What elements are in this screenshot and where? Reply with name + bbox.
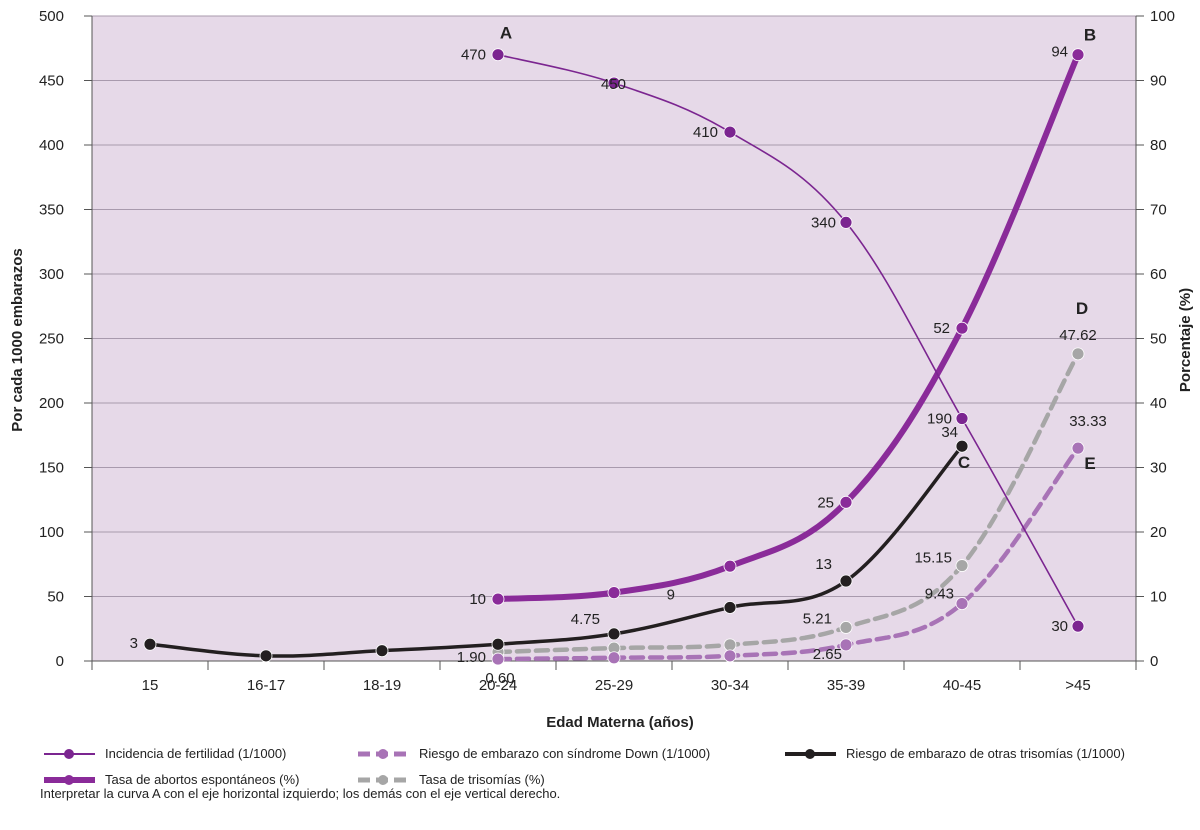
left-y-tick-label: 400	[39, 137, 64, 154]
data-label: 0.60	[485, 670, 514, 687]
footnote: Interpretar la curva A con el eje horizo…	[40, 786, 561, 801]
data-point-riesgo-de-embarazo-con-sindrome-down-1-1000	[607, 651, 621, 665]
data-point-tasa-de-trisomias	[1071, 347, 1085, 361]
data-label: 34	[941, 424, 958, 441]
data-point-incidencia-de-fertilidad-1-1000	[491, 48, 505, 62]
right-y-tick-label: 20	[1150, 524, 1167, 541]
data-point-incidencia-de-fertilidad-1-1000	[1071, 619, 1085, 633]
data-label: 5.21	[803, 610, 832, 627]
left-y-tick-label: 50	[47, 589, 64, 606]
right-y-tick-label: 30	[1150, 460, 1167, 477]
data-label: 9	[667, 586, 675, 603]
data-label: 15.15	[914, 550, 952, 567]
right-y-tick-label: 100	[1150, 8, 1175, 25]
data-label: 47.62	[1059, 327, 1097, 344]
data-point-tasa-de-abortos-espontaneos	[839, 495, 853, 509]
data-label: 1.90	[457, 649, 486, 666]
data-label: 94	[1051, 44, 1068, 61]
data-label: 410	[693, 124, 718, 141]
data-label: 190	[927, 410, 952, 427]
left-y-tick-label: 350	[39, 202, 64, 219]
data-label: 13	[815, 556, 832, 573]
right-y-tick-label: 50	[1150, 331, 1167, 348]
left-y-tick-label: 250	[39, 331, 64, 348]
right-y-tick-label: 10	[1150, 589, 1167, 606]
data-point-tasa-de-abortos-espontaneos	[1071, 48, 1085, 62]
data-point-riesgo-de-embarazo-de-otras-trisomias-1-1000	[375, 644, 389, 658]
left-y-axis-title: Por cada 1000 embarazos	[9, 248, 26, 431]
data-point-incidencia-de-fertilidad-1-1000	[839, 215, 853, 229]
data-point-riesgo-de-embarazo-de-otras-trisomias-1-1000	[259, 649, 273, 663]
right-y-tick-label: 40	[1150, 395, 1167, 412]
x-tick-label: 25-29	[595, 677, 633, 694]
right-y-axis-title: Porcentaje (%)	[1177, 288, 1194, 392]
curve-letter-e: E	[1084, 454, 1095, 473]
x-tick-label: >45	[1065, 677, 1090, 694]
data-label: 450	[601, 76, 626, 93]
left-y-tick-label: 0	[56, 653, 64, 670]
right-y-tick-label: 60	[1150, 266, 1167, 283]
data-label: 25	[817, 494, 834, 511]
data-point-riesgo-de-embarazo-de-otras-trisomias-1-1000	[491, 637, 505, 651]
x-axis-title: Edad Materna (años)	[546, 714, 694, 731]
left-y-tick-label: 150	[39, 460, 64, 477]
x-tick-label: 16-17	[247, 677, 285, 694]
right-y-tick-label: 80	[1150, 137, 1167, 154]
data-point-tasa-de-abortos-espontaneos	[607, 586, 621, 600]
left-y-tick-label: 300	[39, 266, 64, 283]
data-label: 10	[469, 591, 486, 608]
right-y-tick-label: 90	[1150, 73, 1167, 90]
data-point-riesgo-de-embarazo-de-otras-trisomias-1-1000	[955, 439, 969, 453]
data-point-riesgo-de-embarazo-con-sindrome-down-1-1000	[723, 649, 737, 663]
data-point-tasa-de-abortos-espontaneos	[491, 592, 505, 606]
data-point-riesgo-de-embarazo-de-otras-trisomias-1-1000	[143, 637, 157, 651]
data-label: 340	[811, 214, 836, 231]
data-point-incidencia-de-fertilidad-1-1000	[955, 412, 969, 425]
data-label: 52	[933, 320, 950, 337]
data-point-riesgo-de-embarazo-de-otras-trisomias-1-1000	[607, 627, 621, 641]
x-tick-label: 35-39	[827, 677, 865, 694]
data-point-tasa-de-trisomias	[839, 621, 853, 634]
data-point-incidencia-de-fertilidad-1-1000	[723, 125, 737, 139]
data-point-riesgo-de-embarazo-con-sindrome-down-1-1000	[839, 638, 853, 652]
left-y-tick-label: 200	[39, 395, 64, 412]
curve-letter-d: D	[1076, 299, 1088, 318]
curve-letter-a: A	[500, 24, 512, 43]
x-tick-label: 20-24	[479, 677, 517, 694]
data-point-tasa-de-abortos-espontaneos	[723, 559, 737, 573]
right-y-tick-label: 0	[1150, 653, 1158, 670]
data-label: 470	[461, 47, 486, 64]
data-label: 9.43	[925, 586, 954, 603]
data-label: 33.33	[1069, 413, 1107, 430]
left-y-tick-label: 500	[39, 8, 64, 25]
right-y-tick-label: 70	[1150, 202, 1167, 219]
data-label: 30	[1051, 618, 1068, 635]
left-y-tick-label: 100	[39, 524, 64, 541]
x-tick-label: 15	[142, 677, 159, 694]
data-point-riesgo-de-embarazo-de-otras-trisomias-1-1000	[839, 574, 853, 588]
curve-letter-c: C	[958, 453, 970, 472]
data-label: 2.65	[813, 646, 842, 663]
data-point-riesgo-de-embarazo-con-sindrome-down-1-1000	[491, 652, 505, 666]
data-point-tasa-de-abortos-espontaneos	[955, 321, 969, 335]
data-point-riesgo-de-embarazo-de-otras-trisomias-1-1000	[723, 601, 737, 614]
x-tick-label: 30-34	[711, 677, 749, 694]
data-label: 3	[130, 635, 138, 652]
data-point-tasa-de-trisomias	[723, 638, 737, 652]
data-point-incidencia-de-fertilidad-1-1000	[607, 76, 621, 90]
data-point-riesgo-de-embarazo-con-sindrome-down-1-1000	[1071, 441, 1085, 455]
x-tick-label: 40-45	[943, 677, 981, 694]
data-point-tasa-de-trisomias	[955, 559, 969, 572]
curve-letter-b: B	[1084, 26, 1096, 45]
left-y-tick-label: 450	[39, 73, 64, 90]
x-tick-label: 18-19	[363, 677, 401, 694]
data-point-riesgo-de-embarazo-con-sindrome-down-1-1000	[955, 597, 969, 610]
data-label: 4.75	[571, 611, 600, 628]
